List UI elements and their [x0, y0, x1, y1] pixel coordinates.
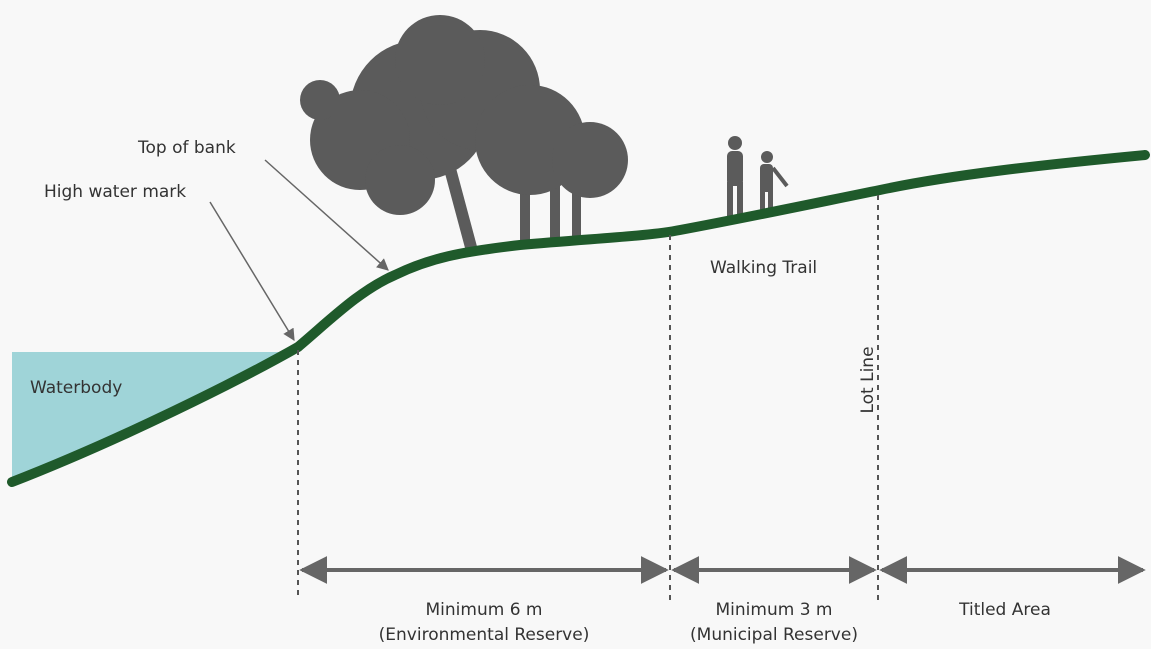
dimension-sublabel: (Municipal Reserve) [690, 625, 858, 645]
label: Lot Line [858, 346, 878, 413]
label: Waterbody [30, 378, 122, 398]
diagram: Top of bank High water mark Waterbody Wa… [0, 0, 1151, 649]
dimension-label: Minimum 3 m [716, 600, 833, 620]
dimension-label: Titled Area [958, 600, 1051, 620]
background [0, 0, 1151, 649]
label: Top of bank [137, 138, 236, 158]
dimension-label: Minimum 6 m [426, 600, 543, 620]
label: Walking Trail [710, 258, 817, 278]
label: High water mark [44, 182, 186, 202]
dimension-sublabel: (Environmental Reserve) [379, 625, 590, 645]
